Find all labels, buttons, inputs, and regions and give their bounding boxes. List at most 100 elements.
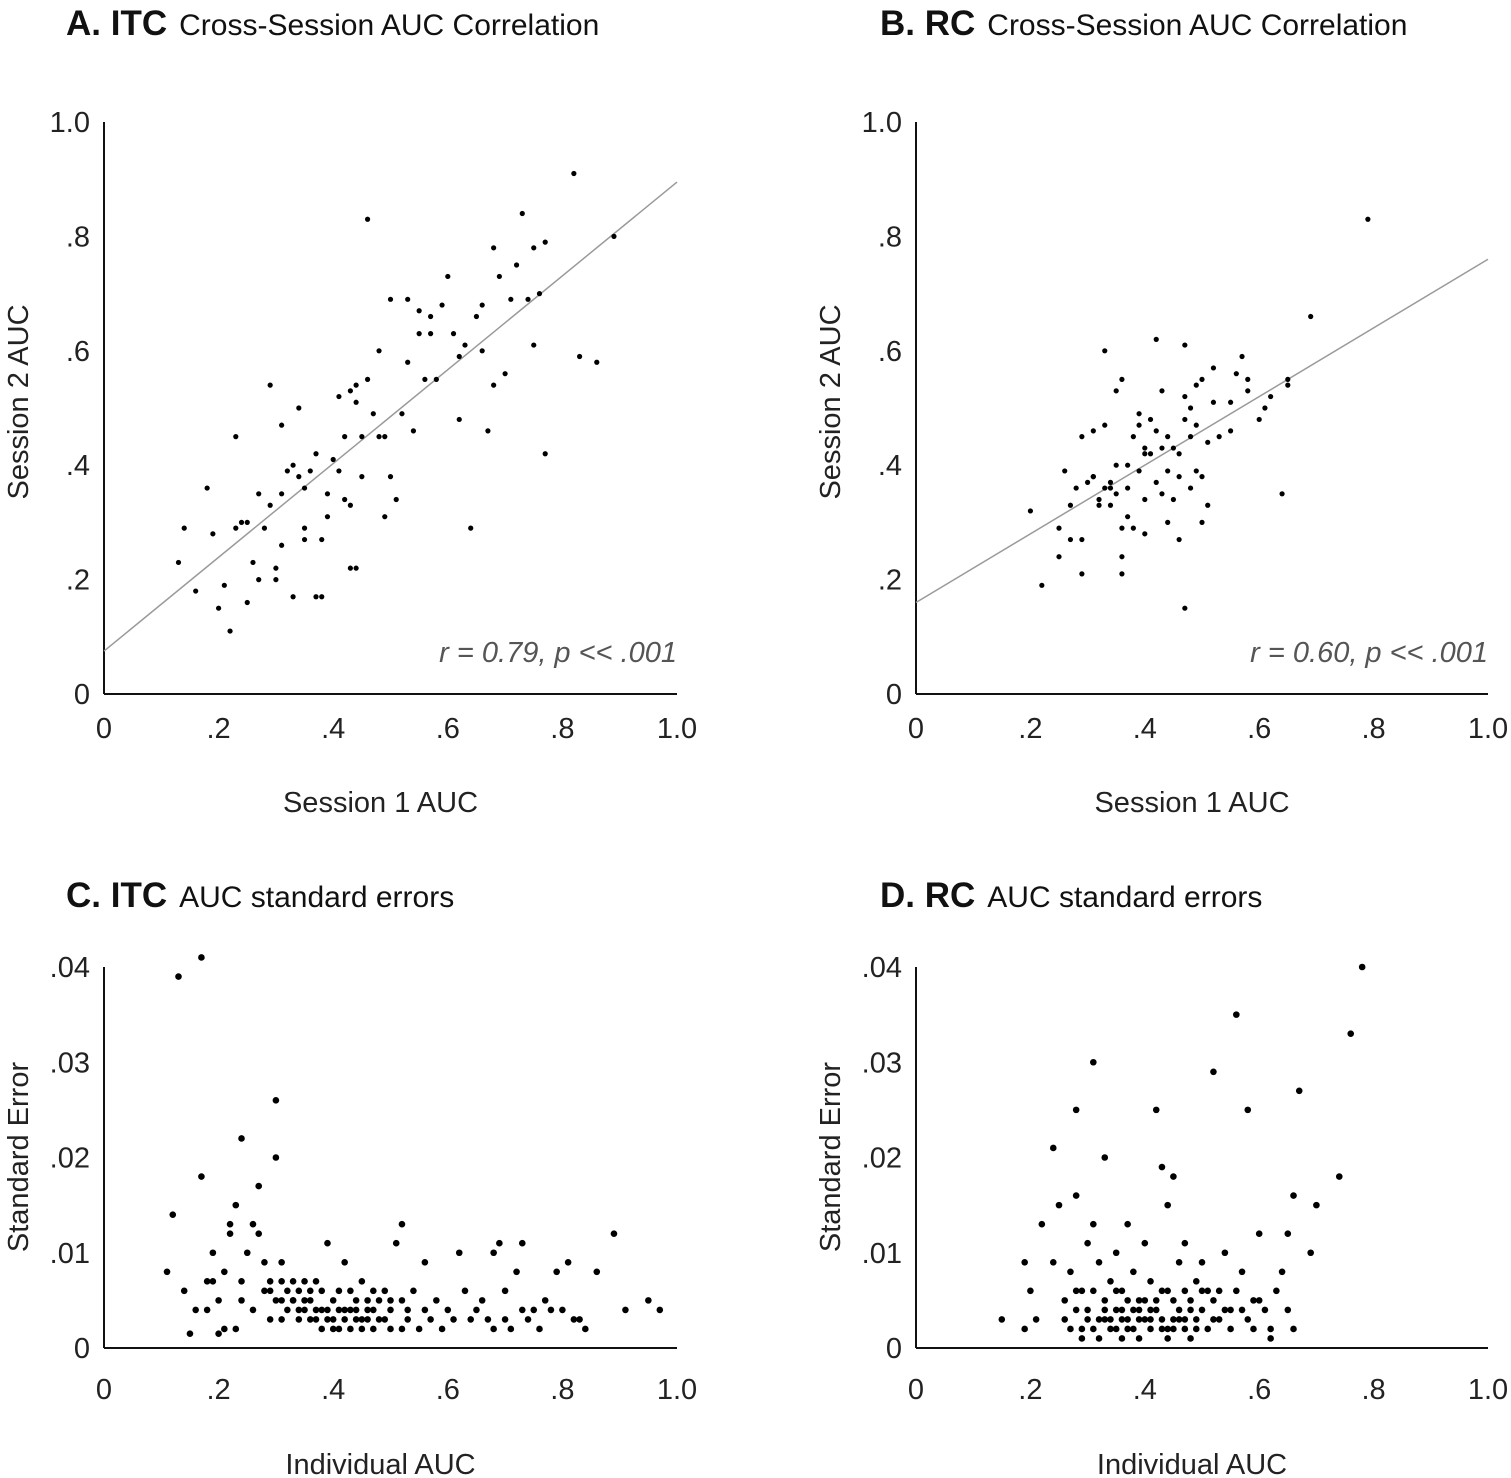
data-point [1141, 1316, 1149, 1323]
data-point [284, 1306, 291, 1314]
data-point [491, 382, 497, 388]
data-point [1159, 445, 1165, 451]
x-tick-label: .8 [550, 1374, 574, 1406]
data-point [278, 1297, 285, 1304]
x-tick-label: .6 [436, 713, 460, 745]
data-point [1130, 1306, 1137, 1314]
data-point [1112, 1249, 1120, 1257]
data-point [479, 348, 485, 354]
y-axis-label: Session 2 AUC [815, 304, 847, 499]
data-point [186, 1330, 194, 1338]
data-point [273, 565, 279, 571]
data-point [1119, 525, 1125, 531]
data-point [1079, 434, 1085, 440]
data-point [415, 1325, 423, 1333]
data-point [1078, 1325, 1086, 1333]
y-tick-label: 1.0 [50, 107, 90, 139]
data-point [324, 1316, 331, 1323]
x-axis-label: Individual AUC [1097, 1449, 1287, 1478]
data-point [1210, 399, 1217, 405]
data-point [455, 1249, 463, 1257]
x-tick-label: 0 [96, 713, 112, 745]
data-point [244, 599, 250, 606]
regression-line [915, 258, 1489, 604]
y-tick-label: .4 [878, 450, 902, 482]
data-point [352, 1316, 360, 1323]
data-point [1135, 1297, 1143, 1304]
data-point [1061, 1316, 1069, 1323]
data-point [1072, 1192, 1080, 1199]
data-point [1250, 1325, 1257, 1333]
data-point [1198, 1287, 1206, 1295]
data-point [1170, 496, 1176, 503]
data-point [1090, 474, 1096, 480]
data-point [1164, 1335, 1171, 1342]
y-tick-label: .01 [862, 1238, 902, 1270]
y-tick-label: .02 [862, 1143, 902, 1175]
data-point [329, 1297, 337, 1304]
y-tick-label: .04 [50, 952, 90, 984]
data-point [1136, 411, 1142, 417]
correlation-annotation: r = 0.60, p << .001 [1250, 637, 1488, 669]
data-point [221, 1268, 228, 1276]
data-point [507, 1325, 515, 1333]
data-point [1113, 462, 1119, 468]
data-point [221, 1325, 228, 1333]
data-point [1090, 1325, 1097, 1333]
x-tick-label: .4 [321, 713, 345, 745]
data-point [1238, 1268, 1246, 1276]
data-point [347, 1287, 354, 1295]
data-point [226, 1220, 234, 1228]
data-point [387, 474, 394, 480]
data-point [1125, 485, 1131, 491]
data-point [410, 1287, 417, 1295]
data-point [255, 1230, 263, 1237]
data-point [1119, 376, 1125, 382]
data-point [256, 577, 262, 583]
data-point [1187, 1306, 1194, 1314]
data-point [433, 376, 439, 382]
data-point [1101, 1316, 1109, 1323]
data-point [193, 588, 199, 594]
data-point [427, 1316, 434, 1323]
data-point [301, 536, 308, 543]
data-point [1102, 422, 1108, 428]
data-point [352, 1306, 360, 1314]
data-point [387, 296, 394, 302]
data-point [370, 1306, 377, 1314]
data-point [330, 456, 336, 463]
x-tick-label: .8 [1362, 713, 1386, 745]
data-point [324, 1306, 331, 1314]
data-point [382, 514, 388, 520]
data-point [559, 1306, 566, 1314]
data-point [398, 1297, 406, 1304]
x-tick-label: 0 [908, 713, 924, 745]
data-point [1130, 434, 1136, 440]
data-point [175, 973, 182, 980]
data-point [198, 1173, 205, 1180]
data-point [1147, 1316, 1154, 1323]
panel-d: D. RC AUC standard errors 0 .01 .02 .03 .04 0 .2… [815, 876, 1508, 1478]
data-point [1170, 1173, 1177, 1180]
data-point [1067, 536, 1074, 543]
data-point [571, 170, 577, 177]
data-point [353, 382, 359, 388]
data-point [278, 1278, 285, 1285]
data-point [1056, 525, 1062, 531]
data-point [335, 1287, 343, 1295]
y-tick-label: .04 [862, 952, 902, 984]
data-point [319, 594, 325, 600]
data-point [518, 1306, 526, 1314]
y-axis-label: Session 2 AUC [3, 304, 35, 499]
data-point [1228, 428, 1234, 434]
data-point [582, 1325, 589, 1333]
data-point [1210, 1297, 1217, 1304]
chart-title-text: Cross-Session AUC Correlation [987, 9, 1407, 42]
data-point [324, 1239, 331, 1247]
x-tick-label: 1.0 [657, 713, 697, 745]
data-point [1181, 1316, 1189, 1323]
data-point [1095, 1335, 1103, 1342]
data-point [1255, 1230, 1263, 1237]
data-point [324, 514, 331, 520]
chart-title-prefix: A. ITC [66, 4, 167, 43]
